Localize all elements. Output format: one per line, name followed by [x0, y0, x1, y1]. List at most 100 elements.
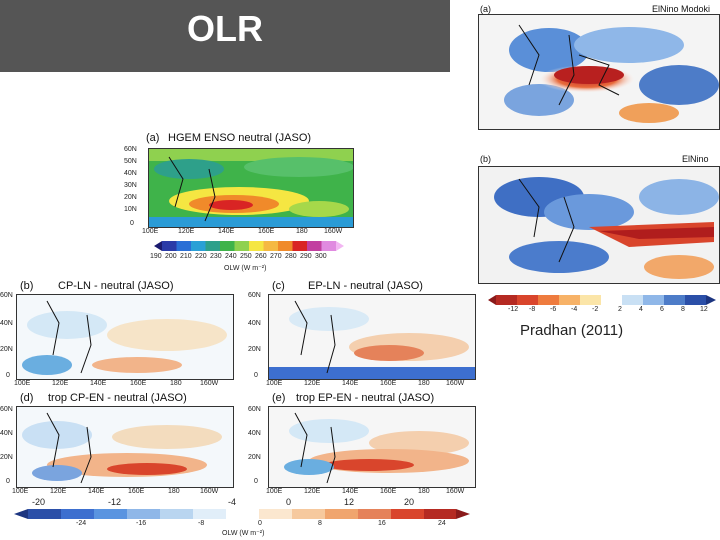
map-panel-e: [268, 406, 476, 488]
slide-title: OLR: [187, 8, 263, 49]
colorbar-bottom-tick: 16: [378, 520, 386, 527]
lon-tick: 160E: [258, 228, 275, 235]
figure-a-label: (a): [480, 4, 491, 14]
lon-tick: 140E: [90, 380, 107, 387]
lat-tick: 0: [254, 372, 258, 379]
lon-tick: 160E: [130, 380, 147, 387]
lon-tick: 180: [170, 380, 182, 387]
colorbar-right-tick: -8: [529, 306, 536, 313]
colorbar-right-tick: 8: [681, 306, 685, 313]
lon-tick: 100E: [266, 380, 283, 387]
lon-tick: 100E: [14, 380, 31, 387]
colorbar-a-tick: 290: [300, 253, 312, 260]
lon-tick: 160W: [446, 488, 465, 495]
panel-c-label: (c): [272, 280, 285, 292]
panel-e: (e) trop EP-EN - neutral (JASO) 60N 40N …: [248, 390, 478, 502]
colorbar-right: -12 -8 -6 -4 -2 2 4 6 8 12: [488, 294, 716, 316]
lon-tick: 180: [168, 488, 180, 495]
lat-tick: 30N: [124, 182, 137, 189]
lat-tick: 60N: [0, 292, 13, 299]
overlay-tick: 20: [404, 497, 415, 507]
colorbar-bottom-tick: -16: [136, 520, 147, 527]
lat-tick: 20N: [248, 454, 261, 461]
colorbar-right-tick: -12: [508, 306, 519, 313]
colorbar-bottom-unit: OLW (W m⁻²): [222, 530, 265, 537]
lon-tick: 180: [296, 228, 308, 235]
map-panel-d: [16, 406, 234, 488]
lat-tick: 20N: [0, 346, 13, 353]
panel-e-title: trop EP-EN - neutral (JASO): [296, 392, 435, 404]
colorbar-a-tick: 200: [165, 253, 177, 260]
figure-top-right-b: (b) ElNino: [460, 152, 720, 287]
map-elnino: [478, 166, 720, 284]
lat-tick: 60N: [248, 292, 261, 299]
lon-tick: 160E: [380, 380, 397, 387]
colorbar-right-tick: 4: [639, 306, 643, 313]
colorbar-a-tick: 300: [315, 253, 327, 260]
panel-b-title: CP-LN - neutral (JASO): [58, 280, 174, 292]
lon-tick: 100E: [142, 228, 159, 235]
lon-tick: 160W: [200, 488, 219, 495]
colorbar-right-tick: 2: [618, 306, 622, 313]
colorbar-a-tick: 280: [285, 253, 297, 260]
colorbar-a-tick: 190: [150, 253, 162, 260]
colorbar-a-tick: 250: [240, 253, 252, 260]
colorbar-a-tick: 210: [180, 253, 192, 260]
map-elnino-modoki: [478, 14, 720, 130]
overlay-tick: -20: [32, 497, 46, 507]
panel-d-label: (d): [20, 392, 34, 404]
colorbar-right-tick: 6: [660, 306, 664, 313]
lat-tick: 0: [6, 478, 10, 485]
colorbar-a-tick: 240: [225, 253, 237, 260]
lon-tick: 140E: [342, 380, 359, 387]
figure-a-title: ElNino Modoki: [652, 4, 711, 14]
figure-b-title: ElNino: [682, 154, 709, 164]
panel-a-title: HGEM ENSO neutral (JASO): [168, 132, 312, 144]
lon-tick: 160W: [446, 380, 465, 387]
lon-tick: 160W: [200, 380, 219, 387]
lat-tick: 40N: [124, 170, 137, 177]
lat-tick: 40N: [248, 430, 261, 437]
colorbar-right-tick: -4: [571, 306, 578, 313]
colorbar-right-tick: -2: [592, 306, 599, 313]
lon-tick: 100E: [266, 488, 283, 495]
lon-tick: 120E: [50, 488, 67, 495]
panel-b: (b) CP-LN - neutral (JASO) 60N 40N 20N 0…: [0, 278, 236, 396]
figure-b-label: (b): [480, 154, 491, 164]
overlay-tick: -12: [108, 497, 122, 507]
lat-tick: 20N: [0, 454, 13, 461]
panel-e-label: (e): [272, 392, 286, 404]
figure-top-right-a: (a) ElNino Modoki: [460, 2, 720, 134]
overlay-tick: 0: [286, 497, 292, 507]
colorbar-a-unit: OLW (W m⁻²): [224, 265, 267, 272]
map-panel-b: [16, 294, 234, 380]
lat-tick: 60N: [248, 406, 261, 413]
lon-tick: 100E: [12, 488, 29, 495]
colorbar-right-tick: -6: [550, 306, 557, 313]
lon-tick: 180: [418, 380, 430, 387]
panel-b-label: (b): [20, 280, 34, 292]
panel-d-title: trop CP-EN - neutral (JASO): [48, 392, 187, 404]
colorbar-bottom: -24 -16 -8 0 8 16 24 OLW (W m⁻²): [14, 508, 470, 538]
overlay-tick: 12: [344, 497, 355, 507]
colorbar-bottom-tick: -24: [76, 520, 87, 527]
colorbar-a-tick: 260: [255, 253, 267, 260]
colorbar-a-tick: 270: [270, 253, 282, 260]
lon-tick: 160E: [128, 488, 145, 495]
lat-tick: 20N: [124, 194, 137, 201]
lat-tick: 0: [6, 372, 10, 379]
lat-tick: 40N: [248, 320, 261, 327]
panel-a-label: (a): [146, 132, 160, 144]
lon-tick: 180: [418, 488, 430, 495]
lat-tick: 0: [130, 220, 134, 227]
lat-tick: 20N: [248, 346, 261, 353]
lon-tick: 120E: [52, 380, 69, 387]
lon-tick: 140E: [88, 488, 105, 495]
colorbar-bottom-tick: 24: [438, 520, 446, 527]
lat-tick: 0: [254, 478, 258, 485]
lat-tick: 60N: [0, 406, 13, 413]
panel-c: (c) EP-LN - neutral (JASO) 60N 40N 20N 0…: [248, 278, 478, 396]
overlay-tick: -4: [228, 497, 237, 507]
map-panel-c: [268, 294, 476, 380]
colorbar-bottom-tick: 0: [258, 520, 262, 527]
